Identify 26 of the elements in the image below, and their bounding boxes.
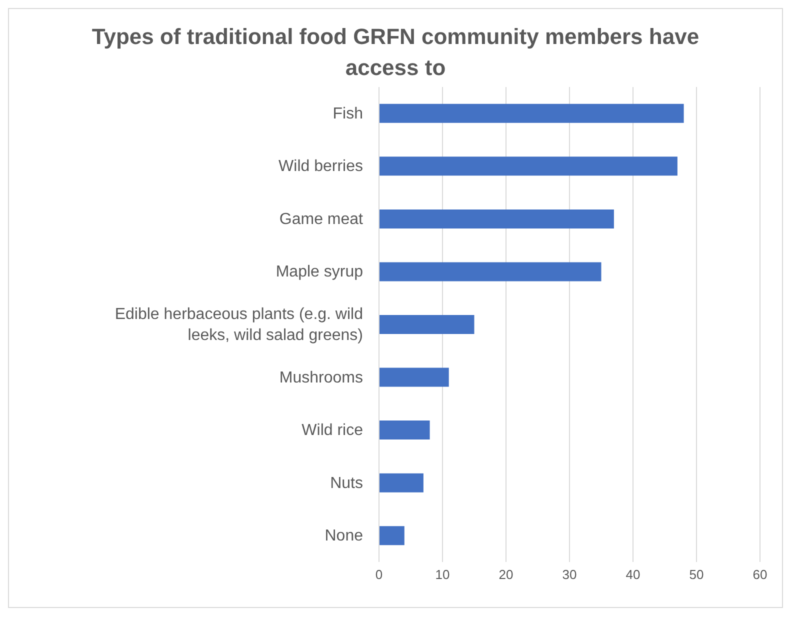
y-tick-label: Wild berries [278,158,363,175]
x-tick-label: 0 [375,567,383,582]
x-tick-label: 30 [562,567,577,582]
y-tick-label: Game meat [279,210,364,228]
bar [379,262,602,282]
y-tick-label: Maple syrup [276,263,364,280]
y-tick-label: Fish [332,104,363,122]
y-tick-label: Edible herbaceous plants (e.g. wild leeks, wild salad greens) [114,306,363,344]
x-tick-label: 40 [626,567,640,582]
bar [379,368,449,387]
x-tick-label: 10 [435,567,450,582]
chart-title: Types of traditional food GRFN community members have access to [90,23,700,82]
x-tick-label: 20 [498,567,514,582]
x-tick-label: 60 [752,567,768,582]
bar [379,156,678,176]
bar [379,473,424,492]
y-tick-label: Mushrooms [279,368,363,386]
x-tick-label: 50 [689,567,704,582]
y-tick-label: Wild rice [302,422,364,439]
bar [379,420,430,440]
y-tick-label: None [324,527,364,544]
bar [379,315,474,334]
bar [379,209,614,228]
bar [379,104,684,123]
y-tick-label: Nuts [330,474,363,492]
bar [379,526,404,546]
